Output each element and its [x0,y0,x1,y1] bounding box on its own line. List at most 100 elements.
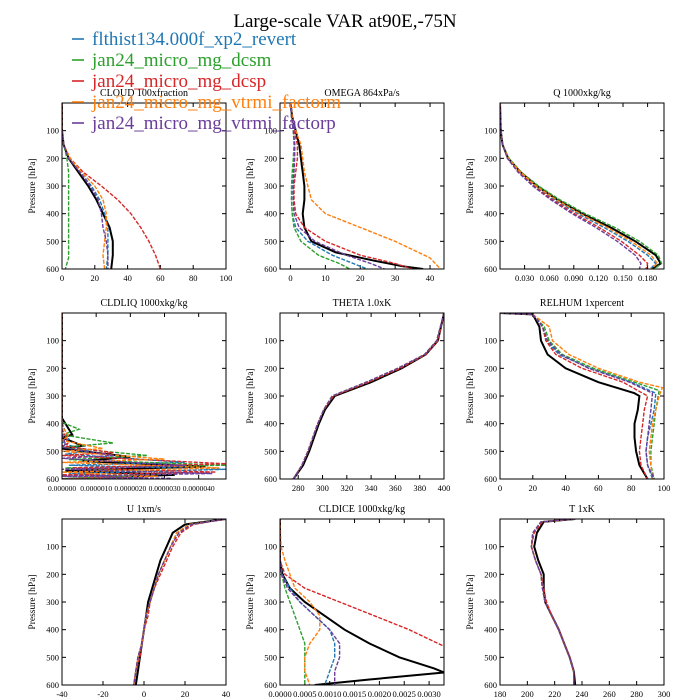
series-line-jan24-micro-mg-vtrmi-factorm [530,519,576,685]
x-tick-label: 180 [494,689,507,699]
y-tick-label: 400 [264,209,277,219]
panel-frame [499,518,665,686]
x-tick-label: 380 [413,483,426,493]
panel-frame [279,312,445,480]
x-tick-label: 280 [630,689,643,699]
series-line-jan24-micro-mg-dcsm [500,313,660,479]
x-tick-label: 0.180 [638,273,657,283]
y-tick-label: 200 [46,153,59,163]
series-line-jan24-micro-mg-vtrmi-factorp [133,519,226,685]
x-tick-label: 0.060 [540,273,559,283]
y-tick-label: 600 [264,264,277,274]
figure-title: Large-scale VAR at90E,-75N [233,11,456,32]
panel-frame [61,518,227,686]
series-line-flthist134-000f-xp2-revert [500,313,657,479]
y-tick-label: 200 [484,153,497,163]
panel-frame [61,102,227,270]
panel-title: T 1xK [569,504,595,515]
y-tick-label: 600 [484,474,497,484]
x-tick-label: 0.150 [613,273,632,283]
y-tick-label: 500 [264,236,277,246]
y-tick-label: 500 [484,652,497,662]
panel-title: Q 1000xkg/kg [553,88,611,99]
series-line-jan24-micro-mg-dcsm [530,519,576,685]
legend-entry: jan24_micro_mg_vtrmi_factorp [91,113,336,134]
x-tick-label: 200 [521,689,534,699]
y-tick-label: 400 [264,625,277,635]
panel-8: CLDICE 1000xkg/kg Pressure [hPa] 100 200 300… [246,504,445,699]
series-line-control [292,313,444,479]
series-line-jan24-micro-mg-dcsp [500,313,649,479]
panel-5: THETA 1.0xK Pressure [hPa] 100 200 300 400 500… [246,298,450,493]
x-tick-label: 300 [316,483,329,493]
x-tick-label: 280 [292,483,305,493]
y-tick-label: 600 [484,680,497,690]
series-group [62,313,226,479]
series-line-jan24-micro-mg-vtrmi-factorp [62,103,109,269]
series-line-control [289,103,424,269]
y-tick-label: 400 [484,625,497,635]
series-line-jan24-micro-mg-dcsm [292,313,444,479]
x-tick-label: -20 [97,689,108,699]
x-tick-label: 80 [627,483,636,493]
y-tick-label: 300 [484,181,497,191]
legend-entry: jan24_micro_mg_dcsp [91,71,266,92]
x-tick-label: 80 [189,273,198,283]
series-line-jan24-micro-mg-dcsp [280,519,444,647]
y-tick-label: 200 [264,153,277,163]
y-axis-label: Pressure [hPa] [466,368,476,423]
panel-9: T 1xK Pressure [hPa] 100 200 300 400 500 600180… [466,504,670,699]
series-line-jan24-micro-mg-dcsp [530,519,576,685]
y-tick-label: 300 [46,181,59,191]
y-axis-label: Pressure [hPa] [246,574,256,629]
y-tick-label: 200 [46,363,59,373]
series-line-jan24-micro-mg-dcsp [62,313,226,479]
x-tick-label: 0.0000 [268,689,291,699]
legend-entry: flthist134.000f_xp2_revert [92,29,297,50]
series-line-flthist134-000f-xp2-revert [292,313,444,479]
x-tick-label: 0 [142,689,146,699]
panel-frame [499,102,665,270]
x-tick-label: 0.000000 [48,484,76,493]
x-tick-label: 260 [603,689,616,699]
series-line-flthist134-000f-xp2-revert [500,103,657,269]
y-tick-label: 500 [46,446,59,456]
x-tick-label: 0.0000030 [149,484,181,493]
series-line-jan24-micro-mg-vtrmi-factorm [500,103,659,269]
series-line-jan24-micro-mg-vtrmi-factorp [62,313,213,479]
x-tick-label: -40 [56,689,67,699]
x-tick-label: 20 [181,689,190,699]
x-tick-label: 20 [356,273,365,283]
x-tick-label: 0.0000020 [114,484,146,493]
y-tick-label: 100 [484,126,497,136]
y-tick-label: 300 [484,391,497,401]
series-group [62,103,162,269]
y-tick-label: 300 [264,181,277,191]
y-axis-label: Pressure [hPa] [28,158,38,213]
y-tick-label: 100 [484,542,497,552]
x-tick-label: 340 [365,483,378,493]
y-tick-label: 100 [46,126,59,136]
panel-title: CLDICE 1000xkg/kg [319,504,405,515]
legend: flthist134.000f_xp2_revert jan24_micro_mg… [72,29,341,134]
y-tick-label: 500 [46,652,59,662]
y-axis-label: Pressure [hPa] [246,158,256,213]
x-tick-label: 100 [658,483,671,493]
x-tick-label: 30 [391,273,400,283]
x-tick-label: 100 [220,273,233,283]
y-tick-label: 100 [264,126,277,136]
x-tick-label: 40 [123,273,132,283]
series-group [500,313,664,479]
y-tick-label: 200 [264,363,277,373]
panel-title: CLOUD 100xfraction [100,88,188,99]
y-tick-label: 100 [46,336,59,346]
series-line-control [533,519,577,685]
series-line-jan24-micro-mg-vtrmi-factorm [500,313,664,479]
legend-entry: jan24_micro_mg_vtrmi_factorm [91,92,341,113]
y-tick-label: 100 [264,542,277,552]
y-tick-label: 300 [264,391,277,401]
y-axis-label: Pressure [hPa] [466,158,476,213]
x-tick-label: 0.0025 [393,689,416,699]
x-tick-label: 20 [529,483,538,493]
